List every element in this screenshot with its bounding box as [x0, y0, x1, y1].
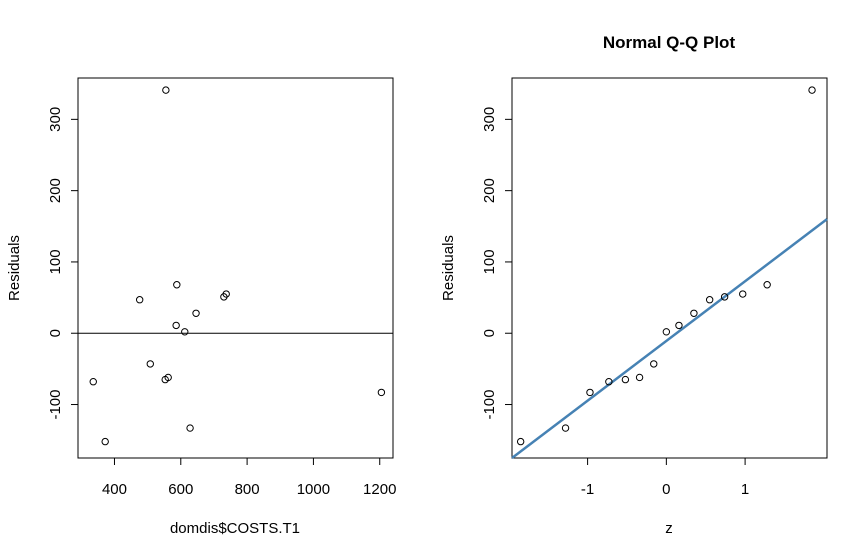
- data-point: [720, 293, 729, 301]
- y-tick-label: -100: [481, 390, 498, 420]
- right-points: [516, 86, 816, 446]
- right-plot-frame: [511, 77, 828, 459]
- data-point: [705, 296, 714, 304]
- data-point: [662, 328, 671, 336]
- y-tick-label: 0: [47, 329, 64, 337]
- data-point: [516, 437, 525, 446]
- data-point: [164, 373, 172, 382]
- x-tick-label: 400: [102, 481, 127, 498]
- x-tick-label: 1: [741, 481, 749, 498]
- qq-plot-title: Normal Q-Q Plot: [603, 33, 736, 52]
- x-tick-label: 0: [662, 481, 670, 498]
- x-tick-label: 1200: [363, 481, 396, 498]
- left-x-axis-label: domdis$COSTS.T1: [170, 520, 300, 537]
- y-tick-label: 100: [481, 249, 498, 274]
- data-point: [135, 296, 144, 304]
- data-point: [192, 309, 200, 317]
- data-point: [101, 437, 109, 446]
- data-point: [172, 321, 180, 330]
- data-point: [808, 86, 816, 94]
- data-point: [377, 388, 386, 397]
- data-point: [162, 86, 170, 94]
- x-tick-label: 800: [235, 481, 260, 498]
- x-tick-label: 1000: [297, 481, 330, 498]
- y-tick-label: 200: [481, 178, 498, 203]
- left-plot-frame: [77, 77, 394, 459]
- right-x-axis-label: z: [665, 520, 673, 537]
- y-tick-label: -100: [47, 390, 64, 420]
- y-tick-label: 100: [47, 249, 64, 274]
- data-point: [181, 328, 189, 336]
- left-y-axis: -100 0 100 200 300: [47, 107, 78, 420]
- x-tick-label: -1: [581, 481, 594, 498]
- right-x-axis: -1 0 1: [581, 458, 749, 498]
- y-tick-label: 0: [481, 329, 498, 337]
- data-point: [173, 281, 181, 289]
- right-y-axis: -100 0 100 200 300: [481, 107, 512, 420]
- normal-qq-panel: Normal Q-Q Plot -1 0 1 -100 0 100 200 300 z Re…: [440, 33, 828, 537]
- left-x-axis: 400 600 800 1000 1200: [102, 458, 396, 498]
- data-point: [186, 424, 194, 432]
- residuals-vs-costs-panel: 400 600 800 1000 1200 -100 0 100 200 300 domdis$…: [6, 77, 396, 537]
- y-tick-label: 300: [47, 107, 64, 132]
- data-point: [763, 281, 771, 289]
- right-y-axis-label: Residuals: [440, 235, 457, 301]
- left-y-axis-label: Residuals: [6, 235, 23, 301]
- x-tick-label: 600: [168, 481, 193, 498]
- data-point: [586, 388, 594, 397]
- data-point: [89, 378, 97, 386]
- data-point: [675, 321, 683, 330]
- data-point: [690, 309, 698, 317]
- data-point: [635, 373, 644, 382]
- data-point: [739, 290, 747, 298]
- y-tick-label: 300: [481, 107, 498, 132]
- qq-reference-line: [511, 218, 828, 459]
- data-point: [650, 360, 658, 368]
- data-point: [605, 378, 613, 386]
- data-point: [222, 290, 230, 298]
- data-point: [561, 424, 570, 432]
- y-tick-label: 200: [47, 178, 64, 203]
- data-point: [146, 360, 154, 368]
- data-point: [621, 375, 630, 384]
- left-points: [89, 86, 386, 446]
